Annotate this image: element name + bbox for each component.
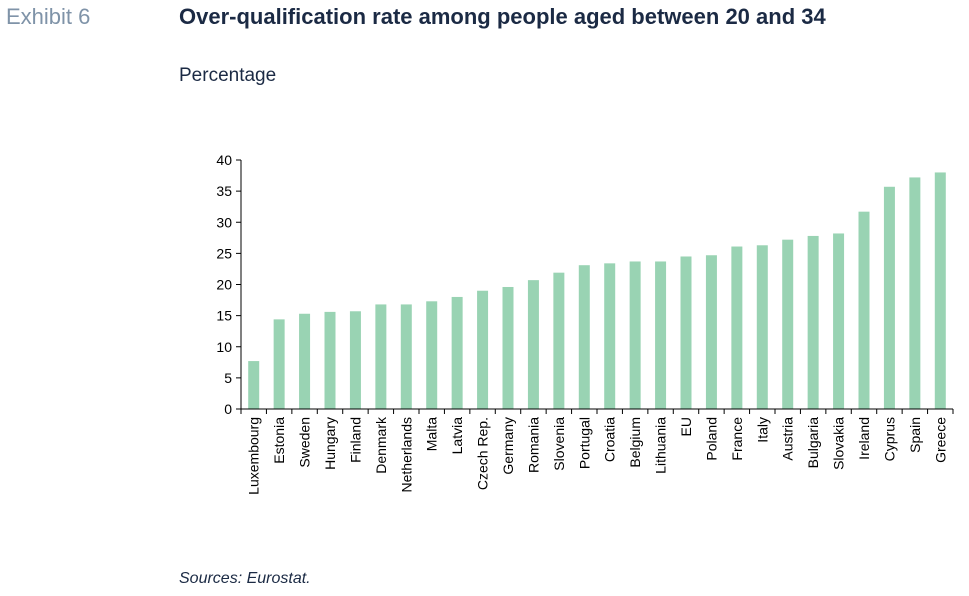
- x-tick-label: Italy: [754, 417, 770, 443]
- y-tick-label: 20: [216, 277, 232, 293]
- exhibit-label: Exhibit 6: [6, 4, 91, 29]
- bar-latvia: [451, 296, 463, 409]
- bar-portugal: [578, 265, 590, 409]
- x-tick-label: Lithuania: [653, 417, 669, 474]
- bar-poland: [705, 255, 717, 409]
- x-tick-label: Spain: [907, 417, 923, 453]
- x-tick-label: Belgium: [627, 417, 643, 468]
- x-tick-label: Estonia: [271, 417, 287, 464]
- y-tick-label: 15: [216, 308, 232, 324]
- bar-series: [248, 172, 946, 409]
- bar-slovakia: [833, 233, 845, 409]
- x-tick-label: Cyprus: [881, 417, 897, 461]
- x-tick-label: Netherlands: [398, 417, 414, 493]
- x-tick-label: Greece: [932, 417, 948, 463]
- bar-austria: [782, 239, 794, 409]
- x-tick-label: Slovenia: [551, 417, 567, 471]
- bar-belgium: [629, 261, 641, 409]
- bar-cyprus: [883, 186, 895, 409]
- bar-france: [731, 246, 743, 409]
- axes: 0 5 10 15 20 25 30 35 40 Luxembourg Estonia Sweden H…: [216, 152, 954, 495]
- bar-hungary: [324, 311, 336, 409]
- x-tick-label: Austria: [780, 417, 796, 461]
- y-tick-label: 35: [216, 183, 232, 199]
- bar-bulgaria: [807, 235, 819, 409]
- x-tick-label: Portugal: [576, 417, 592, 469]
- x-tick-label: Hungary: [322, 417, 338, 470]
- bar-lithuania: [655, 261, 667, 409]
- x-tick-label: Latvia: [449, 417, 465, 455]
- x-tick-label: Romania: [525, 417, 541, 473]
- y-tick-label: 10: [216, 339, 232, 355]
- y-tick-label: 5: [224, 370, 232, 386]
- x-tick-label: Poland: [703, 417, 719, 461]
- x-tick-label: Denmark: [373, 416, 389, 474]
- x-tick-label: Malta: [424, 417, 440, 451]
- x-tick-label: Slovakia: [831, 417, 847, 470]
- bar-sweden: [299, 313, 311, 409]
- y-tick-label: 25: [216, 245, 232, 261]
- bar-eu: [680, 256, 692, 409]
- x-tick-label: Luxembourg: [246, 417, 262, 495]
- bar-ireland: [858, 211, 870, 409]
- bar-denmark: [375, 304, 387, 409]
- bar-netherlands: [400, 304, 412, 409]
- bar-czech-rep: [477, 290, 489, 409]
- x-tick-label: Croatia: [602, 417, 618, 462]
- x-tick-label: Germany: [500, 417, 516, 475]
- bar-italy: [756, 245, 768, 409]
- chart-title: Over-qualification rate among people age…: [179, 4, 826, 29]
- bar-croatia: [604, 263, 616, 409]
- bar-germany: [502, 286, 514, 409]
- x-tick-label: Sweden: [297, 417, 313, 468]
- x-tick-label: Czech Rep.: [475, 417, 491, 490]
- x-tick-label: Finland: [347, 417, 363, 463]
- x-tick-label: Bulgaria: [805, 417, 821, 469]
- source-note: Sources: Eurostat.: [179, 570, 311, 587]
- y-tick-label: 0: [224, 401, 232, 417]
- bar-malta: [426, 301, 438, 409]
- bar-luxembourg: [248, 361, 260, 409]
- y-tick-label: 30: [216, 214, 232, 230]
- y-tick-label: 40: [216, 152, 232, 168]
- bar-romania: [527, 280, 539, 409]
- bar-slovenia: [553, 272, 565, 409]
- bar-estonia: [273, 319, 285, 409]
- bar-finland: [349, 311, 361, 409]
- x-tick-label: Ireland: [856, 417, 872, 460]
- x-tick-label: France: [729, 417, 745, 461]
- bar-greece: [934, 172, 946, 409]
- bar-spain: [909, 177, 921, 409]
- chart-subtitle: Percentage: [179, 65, 277, 86]
- x-tick-label: EU: [678, 417, 694, 436]
